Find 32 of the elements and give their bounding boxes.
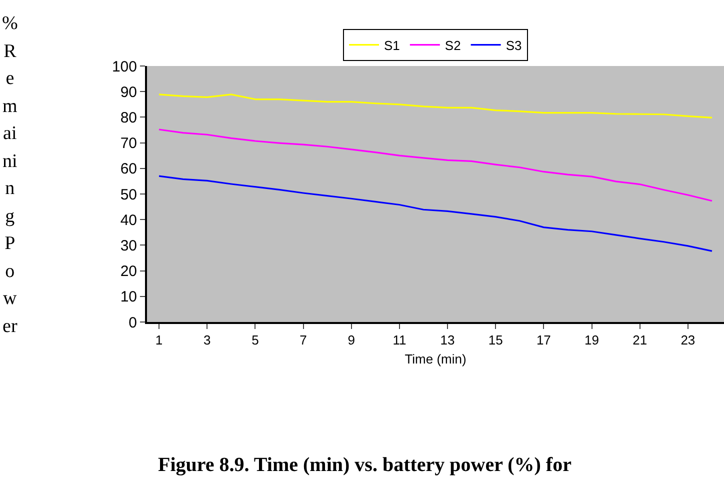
line-series [158, 128, 713, 202]
x-tick-label: 9 [348, 332, 355, 348]
y-tick-label: 50 [120, 186, 137, 204]
x-tick-label: 5 [252, 332, 259, 348]
y-tick-label: 90 [120, 84, 137, 101]
caption: Figure 8.9. Time (min) vs. battery power (%) for [158, 454, 572, 476]
x-tick-label: 21 [632, 332, 648, 348]
x-tick-label: 1 [155, 332, 163, 348]
y-tick-label: 70 [120, 135, 137, 152]
y-tick-label: 80 [120, 109, 137, 126]
legend-label: S2 [444, 38, 461, 53]
y-tick-label: 0 [128, 314, 137, 332]
x-tick-label: 15 [488, 332, 503, 348]
x-tick-label: 13 [440, 332, 455, 348]
x-tick-label: 11 [392, 332, 406, 348]
y-tick-label: 30 [120, 237, 137, 254]
line-series [158, 94, 713, 119]
text: % Remaining Power [2, 13, 18, 336]
y-tick-label: 10 [120, 288, 137, 306]
x-tick-label: 23 [680, 332, 696, 348]
y-tick-label: 40 [120, 212, 137, 229]
x-tick-label: 19 [584, 332, 600, 348]
x-tick-label: 17 [536, 332, 551, 348]
x-axis-title: Time (min) [404, 352, 466, 367]
legend-label: S1 [384, 38, 400, 53]
y-tick-label: 60 [120, 160, 137, 178]
y-tick-label: 20 [120, 263, 137, 280]
x-tick-label: 7 [300, 332, 307, 348]
legend-label: S3 [506, 38, 522, 53]
line-series [158, 175, 713, 252]
y-tick-label: 100 [112, 58, 137, 76]
x-tick-label: 3 [203, 332, 211, 348]
